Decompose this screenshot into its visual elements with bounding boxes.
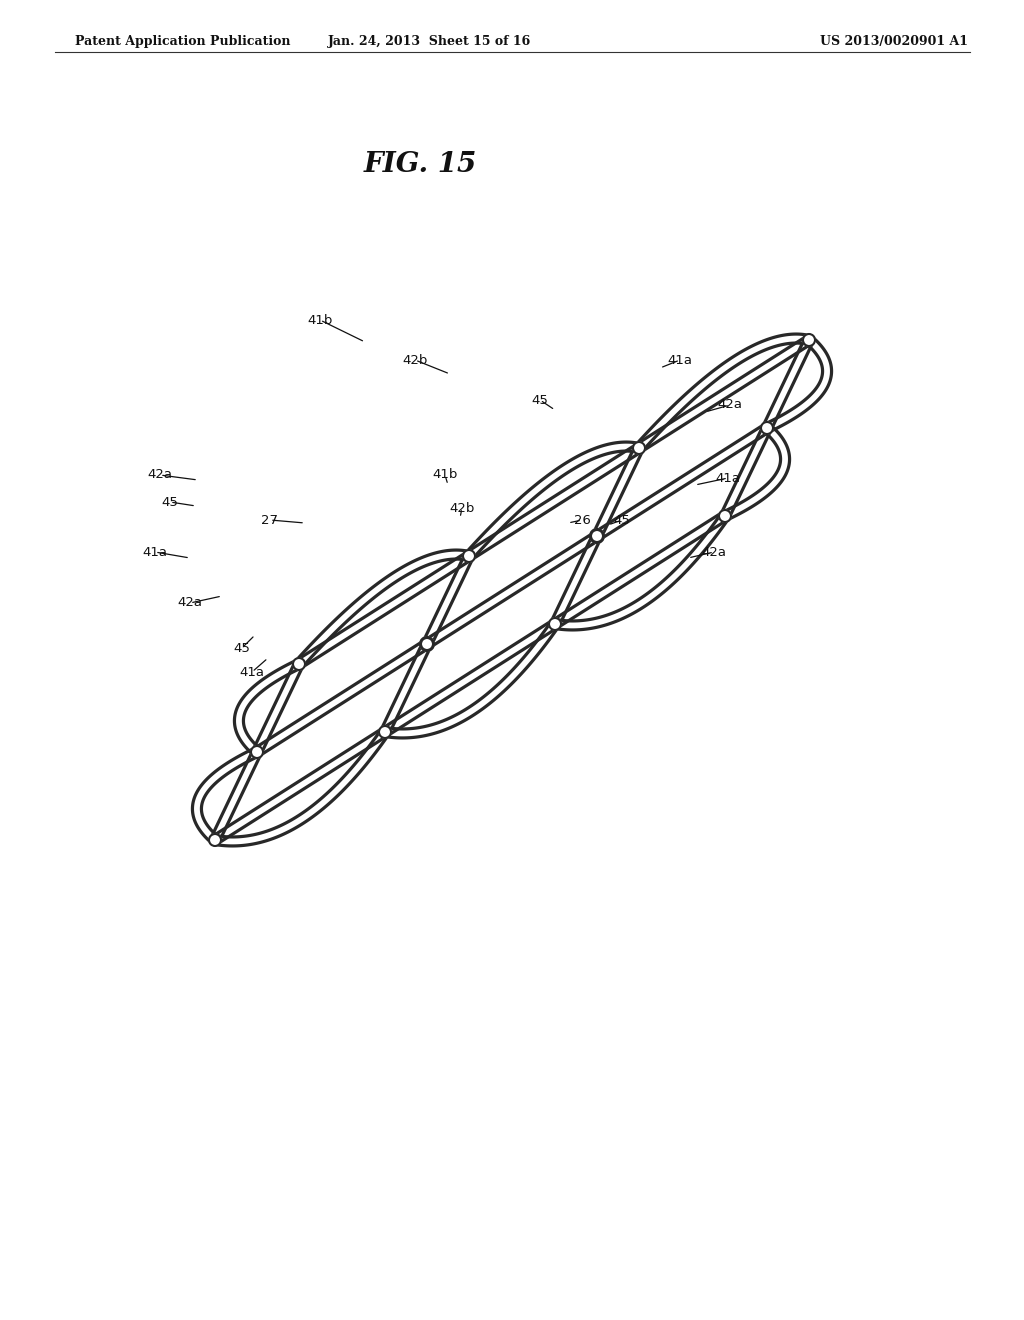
Circle shape <box>420 638 434 651</box>
Text: 42a: 42a <box>147 469 172 482</box>
Text: 45: 45 <box>531 393 549 407</box>
Text: 42a: 42a <box>177 597 203 610</box>
Circle shape <box>590 529 604 543</box>
Circle shape <box>293 657 305 671</box>
Circle shape <box>379 726 391 738</box>
Text: 45: 45 <box>613 513 631 527</box>
Text: 41a: 41a <box>142 545 168 558</box>
Text: 42b: 42b <box>450 502 475 515</box>
Circle shape <box>761 422 773 434</box>
Circle shape <box>421 638 433 649</box>
Circle shape <box>719 510 731 521</box>
Text: 27: 27 <box>261 513 279 527</box>
Circle shape <box>463 550 475 562</box>
Circle shape <box>803 334 815 346</box>
Text: 41a: 41a <box>716 471 740 484</box>
Text: 41b: 41b <box>307 314 333 326</box>
Text: 45: 45 <box>233 642 251 655</box>
Circle shape <box>251 746 263 758</box>
Circle shape <box>209 834 221 846</box>
Text: US 2013/0020901 A1: US 2013/0020901 A1 <box>820 36 968 48</box>
Circle shape <box>591 531 603 543</box>
Circle shape <box>549 618 561 630</box>
Text: 41b: 41b <box>432 469 458 482</box>
Text: 42a: 42a <box>718 399 742 412</box>
Text: Jan. 24, 2013  Sheet 15 of 16: Jan. 24, 2013 Sheet 15 of 16 <box>329 36 531 48</box>
Text: 45: 45 <box>162 495 178 508</box>
Text: 41a: 41a <box>668 354 692 367</box>
Text: 26: 26 <box>573 513 591 527</box>
Text: FIG. 15: FIG. 15 <box>364 152 476 178</box>
Text: 42b: 42b <box>402 354 428 367</box>
Text: Patent Application Publication: Patent Application Publication <box>75 36 291 48</box>
Text: 42a: 42a <box>701 545 726 558</box>
Circle shape <box>633 442 645 454</box>
Text: 41a: 41a <box>240 665 264 678</box>
